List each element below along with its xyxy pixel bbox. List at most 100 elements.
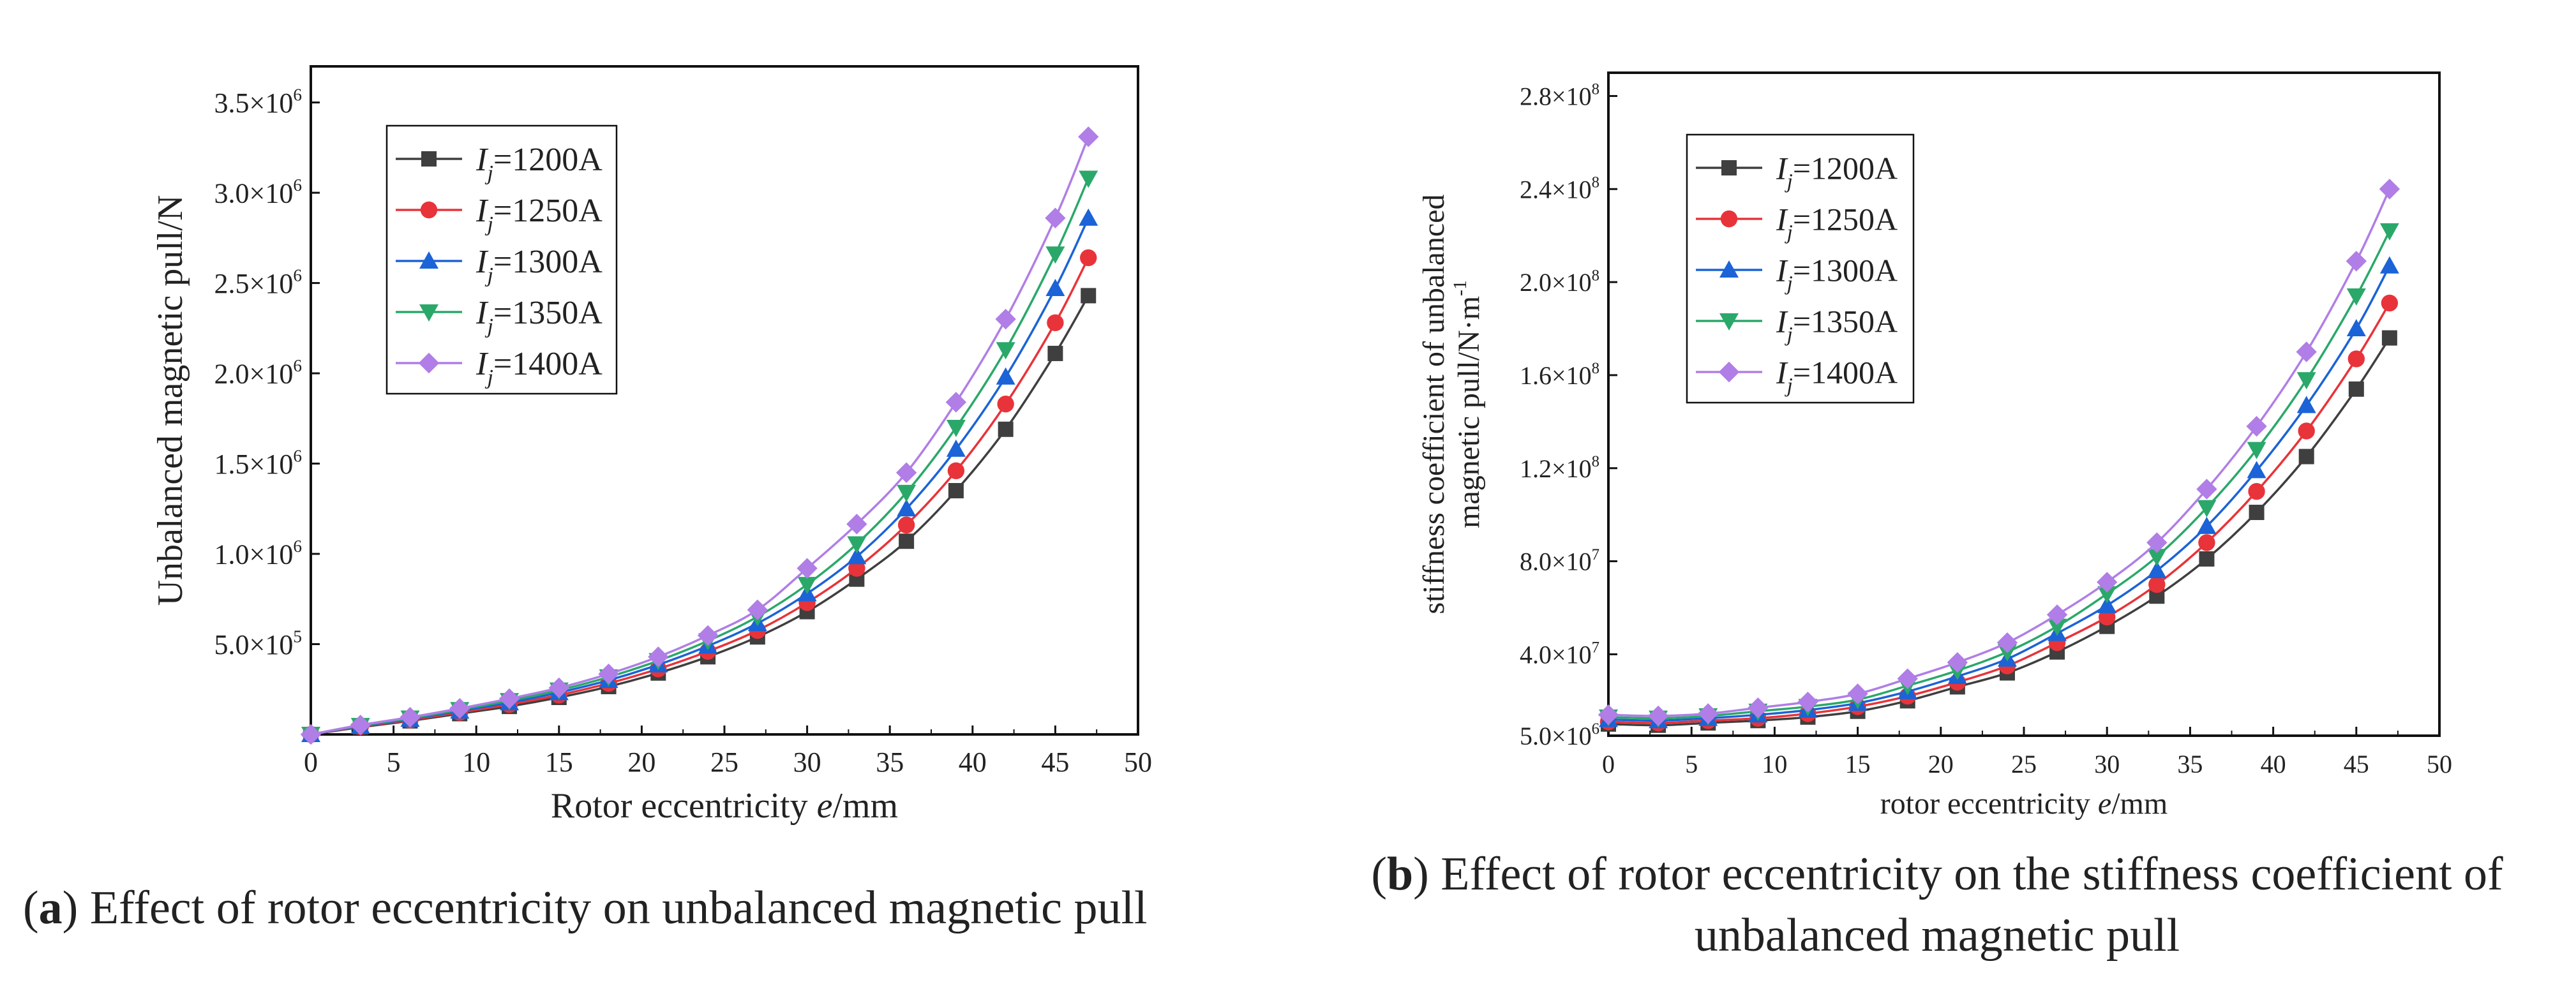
y-tick-exponent: 8 — [1592, 453, 1599, 470]
x-tick-label: 50 — [2427, 750, 2452, 778]
y-tick-label: 2.0×108 — [1520, 267, 1599, 297]
data-point — [797, 558, 818, 579]
legend-label: Ij=1300A — [476, 244, 603, 287]
data-point — [2298, 422, 2315, 440]
legend-label: Ij=1350A — [1776, 304, 1898, 346]
legend-label-sub: j — [484, 161, 493, 185]
data-point — [1079, 170, 1098, 188]
data-point — [2296, 396, 2316, 413]
legend-marker — [1719, 313, 1739, 331]
x-tick-label: 40 — [959, 747, 987, 778]
legend-label-sub: j — [484, 365, 493, 389]
legend-label: Ij=1200A — [476, 142, 603, 185]
data-point — [1045, 246, 1065, 264]
data-point — [1079, 208, 1098, 226]
legend-label-sub: j — [484, 263, 493, 287]
data-point — [498, 688, 520, 710]
data-point — [2146, 532, 2168, 553]
data-point — [2249, 505, 2265, 521]
data-point — [2048, 618, 2067, 636]
data-point — [945, 392, 967, 413]
legend-label-rest: =1350A — [1793, 304, 1898, 339]
legend-label-main: I — [476, 193, 489, 229]
data-point — [995, 308, 1016, 330]
data-point — [2046, 604, 2068, 625]
y-tick-label: 2.0×106 — [214, 356, 302, 389]
data-point — [2197, 516, 2217, 534]
x-tick-label: 40 — [2261, 750, 2286, 778]
legend-label: Ij=1300A — [1776, 253, 1898, 295]
x-tick-label: 35 — [2177, 750, 2203, 778]
legend-label: Ij=1350A — [476, 295, 603, 338]
y-tick-exponent: 8 — [1592, 267, 1599, 284]
data-point — [2247, 461, 2266, 479]
legend-marker — [1720, 210, 1738, 228]
data-point — [1080, 249, 1097, 267]
x-tick-label: 30 — [2094, 750, 2120, 778]
legend-label-rest: =1200A — [1793, 151, 1898, 186]
x-axis-label: rotor eccentricity e/mm — [1880, 787, 2168, 821]
data-point — [1847, 683, 1868, 704]
legend-label-main: I — [476, 244, 489, 280]
y-tick-label: 2.8×108 — [1520, 81, 1599, 111]
data-point — [1598, 704, 1619, 725]
data-point — [697, 625, 719, 646]
legend-label: Ij=1250A — [476, 193, 603, 236]
x-tick-label: 5 — [1685, 750, 1698, 778]
y-tick-mantissa: 8.0×10 — [1520, 547, 1592, 576]
data-point — [2197, 500, 2217, 517]
data-point — [899, 533, 915, 549]
data-point — [747, 599, 768, 620]
y-tick-label: 1.0×106 — [214, 537, 302, 570]
y-tick-exponent: 5 — [293, 627, 302, 646]
legend-label-main: I — [476, 295, 489, 331]
y-tick-label: 8.0×107 — [1520, 546, 1599, 576]
caption-b-text: Effect of rotor eccentricity on the stif… — [1428, 848, 2503, 962]
y-tick-exponent: 8 — [1592, 174, 1599, 191]
x-tick-label: 30 — [793, 747, 821, 778]
data-point — [895, 462, 917, 483]
caption-a: (a) Effect of rotor eccentricity on unba… — [23, 882, 1148, 934]
data-point — [1047, 345, 1063, 361]
data-point — [2296, 372, 2316, 390]
y-tick-label: 1.5×106 — [214, 446, 302, 479]
data-point — [996, 342, 1015, 360]
data-point — [847, 547, 867, 565]
legend-marker — [421, 151, 437, 167]
legend-label: Ij=1400A — [1776, 355, 1898, 398]
legend-marker — [420, 201, 438, 219]
x-tick-label: 50 — [1124, 747, 1152, 778]
y-tick-exponent: 7 — [1592, 546, 1599, 563]
data-point — [1897, 668, 1918, 689]
x-axis-label-var: e — [2098, 787, 2111, 821]
legend-label-main: I — [1776, 304, 1788, 339]
series-Ij=1400A — [1598, 179, 2400, 727]
legend-label-sub: j — [1785, 375, 1793, 398]
legend-label-main: I — [1776, 355, 1788, 391]
y-tick-exponent: 8 — [1592, 81, 1599, 98]
y-tick-label: 4.0×107 — [1520, 639, 1599, 669]
data-point — [2346, 251, 2367, 272]
x-tick-label: 45 — [2344, 750, 2369, 778]
legend-label-rest: =1250A — [1793, 202, 1898, 237]
y-axis-label-sup: -1 — [1449, 280, 1471, 296]
y-tick-mantissa: 2.5×10 — [214, 268, 294, 299]
y-tick-mantissa: 4.0×10 — [1520, 640, 1592, 669]
data-point — [2198, 534, 2215, 551]
data-point — [2346, 288, 2366, 306]
legend-label-main: I — [1776, 202, 1788, 237]
legend-label-main: I — [1776, 151, 1788, 186]
x-tick-label: 45 — [1041, 747, 1069, 778]
y-tick-exponent: 6 — [293, 86, 302, 105]
legend-label: Ij=1200A — [1776, 151, 1898, 193]
legend-marker — [1718, 361, 1740, 383]
data-point — [350, 715, 371, 736]
data-point — [846, 514, 867, 535]
data-point — [2381, 330, 2397, 346]
data-point — [2147, 561, 2167, 579]
data-point — [2381, 294, 2399, 312]
x-tick-label: 5 — [387, 747, 401, 778]
legend-marker — [418, 352, 440, 374]
x-axis-label-unit: /mm — [832, 786, 898, 826]
